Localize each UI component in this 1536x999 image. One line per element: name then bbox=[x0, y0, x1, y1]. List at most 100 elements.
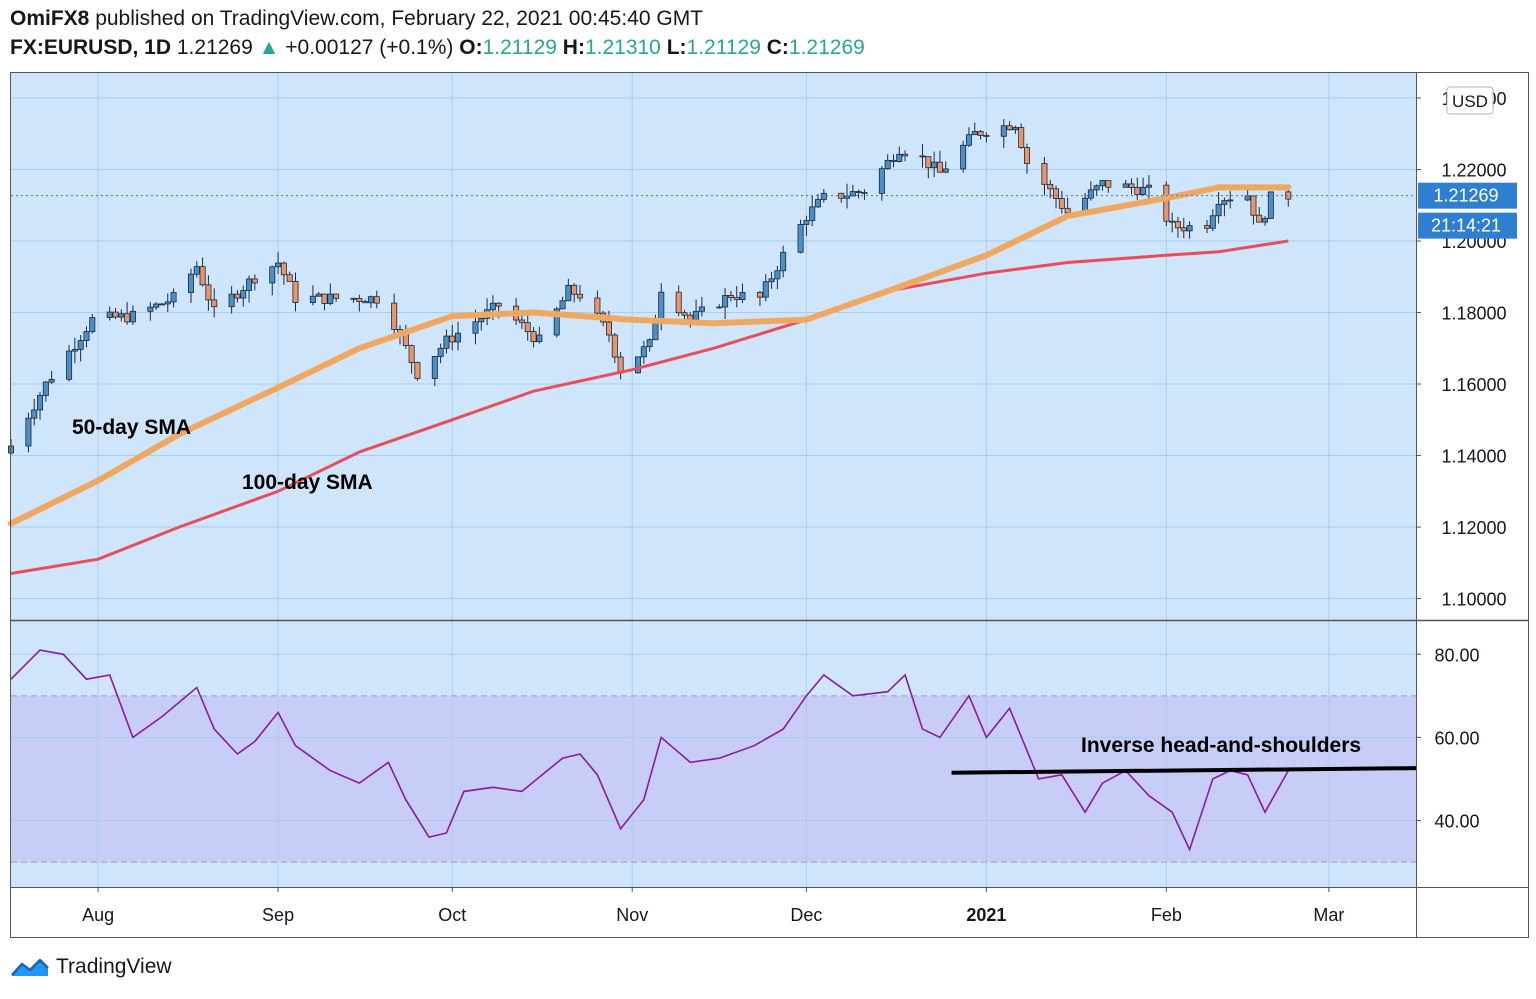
candle[interactable] bbox=[1012, 127, 1019, 131]
candle[interactable] bbox=[925, 156, 932, 169]
candle[interactable] bbox=[1186, 225, 1193, 232]
rsi-axis[interactable]: 40.00 60.00 80.00 bbox=[1416, 645, 1480, 832]
candle[interactable] bbox=[327, 293, 334, 304]
candle[interactable] bbox=[693, 310, 700, 321]
candle[interactable] bbox=[437, 347, 444, 357]
candle[interactable] bbox=[1163, 184, 1170, 222]
candle[interactable] bbox=[902, 153, 909, 157]
candle[interactable] bbox=[646, 339, 653, 348]
candle[interactable] bbox=[1087, 189, 1094, 199]
candle[interactable] bbox=[77, 340, 84, 350]
candle[interactable] bbox=[1105, 180, 1112, 188]
candle[interactable] bbox=[1140, 186, 1147, 196]
candle[interactable] bbox=[1244, 195, 1251, 201]
candle[interactable] bbox=[536, 334, 543, 343]
candle[interactable] bbox=[565, 284, 572, 302]
candle[interactable] bbox=[1285, 191, 1292, 200]
candle[interactable] bbox=[855, 191, 862, 193]
candle[interactable] bbox=[698, 306, 705, 312]
candle[interactable] bbox=[408, 345, 415, 363]
candle[interactable] bbox=[449, 335, 456, 343]
candle[interactable] bbox=[815, 199, 822, 208]
neckline[interactable] bbox=[951, 766, 1417, 775]
candle[interactable] bbox=[391, 302, 398, 330]
candle[interactable] bbox=[1267, 191, 1274, 219]
candle[interactable] bbox=[977, 131, 984, 136]
candle[interactable] bbox=[884, 159, 891, 170]
candle[interactable] bbox=[797, 224, 804, 253]
candle[interactable] bbox=[240, 290, 247, 299]
candle[interactable] bbox=[321, 293, 328, 304]
footer-brand[interactable]: TradingView bbox=[10, 955, 172, 979]
candle[interactable] bbox=[356, 297, 363, 303]
candle[interactable] bbox=[1024, 147, 1031, 164]
candle[interactable] bbox=[495, 302, 502, 307]
candle[interactable] bbox=[66, 350, 73, 380]
candle[interactable] bbox=[147, 306, 154, 312]
candles[interactable] bbox=[7, 119, 1292, 455]
candle[interactable] bbox=[1000, 125, 1007, 137]
candle[interactable] bbox=[455, 332, 462, 343]
candle[interactable] bbox=[286, 274, 293, 282]
candle[interactable] bbox=[48, 378, 55, 383]
candle[interactable] bbox=[1256, 214, 1263, 223]
candle[interactable] bbox=[129, 310, 136, 323]
candle[interactable] bbox=[1215, 203, 1222, 217]
candle[interactable] bbox=[762, 281, 769, 298]
candle[interactable] bbox=[246, 278, 253, 291]
candle[interactable] bbox=[1047, 183, 1054, 190]
candle[interactable] bbox=[553, 308, 560, 336]
author-name[interactable]: OmiFX8 bbox=[10, 7, 90, 30]
candle[interactable] bbox=[124, 313, 131, 323]
candle[interactable] bbox=[431, 356, 438, 379]
candle[interactable] bbox=[878, 168, 885, 194]
candle[interactable] bbox=[716, 306, 723, 309]
candle[interactable] bbox=[367, 296, 374, 304]
candle[interactable] bbox=[414, 362, 421, 379]
candle[interactable] bbox=[350, 297, 357, 300]
candle[interactable] bbox=[518, 319, 525, 324]
candle[interactable] bbox=[170, 292, 177, 303]
candle[interactable] bbox=[896, 153, 903, 162]
candle[interactable] bbox=[164, 301, 171, 305]
candle[interactable] bbox=[739, 292, 746, 301]
time-axis[interactable]: Aug Sep Oct Nov Dec 2021 Feb Mar bbox=[82, 887, 1344, 925]
candle[interactable] bbox=[524, 322, 531, 333]
candle[interactable] bbox=[71, 349, 78, 352]
symbol-name[interactable]: FX:EURUSD, 1D bbox=[10, 36, 172, 59]
candle[interactable] bbox=[251, 278, 258, 284]
candle[interactable] bbox=[292, 280, 299, 303]
candle[interactable] bbox=[983, 135, 990, 137]
candle[interactable] bbox=[605, 321, 612, 336]
candle[interactable] bbox=[687, 314, 694, 321]
candle[interactable] bbox=[25, 417, 32, 447]
candle[interactable] bbox=[153, 303, 160, 308]
candle[interactable] bbox=[234, 293, 241, 299]
candle[interactable] bbox=[1209, 215, 1216, 229]
candle[interactable] bbox=[83, 331, 90, 341]
candle[interactable] bbox=[658, 291, 665, 320]
candle[interactable] bbox=[37, 395, 44, 411]
candle[interactable] bbox=[722, 295, 729, 308]
candle[interactable] bbox=[315, 293, 322, 297]
candle[interactable] bbox=[1262, 218, 1269, 223]
candle[interactable] bbox=[1203, 225, 1210, 229]
candle[interactable] bbox=[611, 334, 618, 358]
candle[interactable] bbox=[489, 302, 496, 311]
candle[interactable] bbox=[333, 293, 340, 299]
candle[interactable] bbox=[1064, 207, 1071, 214]
candle[interactable] bbox=[280, 262, 287, 276]
candle[interactable] bbox=[205, 284, 212, 301]
candle[interactable] bbox=[31, 409, 38, 419]
candle[interactable] bbox=[1169, 220, 1176, 223]
candle[interactable] bbox=[112, 311, 119, 318]
candle[interactable] bbox=[559, 300, 566, 310]
candle[interactable] bbox=[1250, 195, 1257, 216]
candle[interactable] bbox=[362, 301, 369, 304]
candle[interactable] bbox=[774, 270, 781, 280]
candle[interactable] bbox=[931, 161, 938, 169]
candle[interactable] bbox=[571, 284, 578, 295]
candle[interactable] bbox=[1058, 198, 1065, 209]
candle[interactable] bbox=[1099, 180, 1106, 187]
